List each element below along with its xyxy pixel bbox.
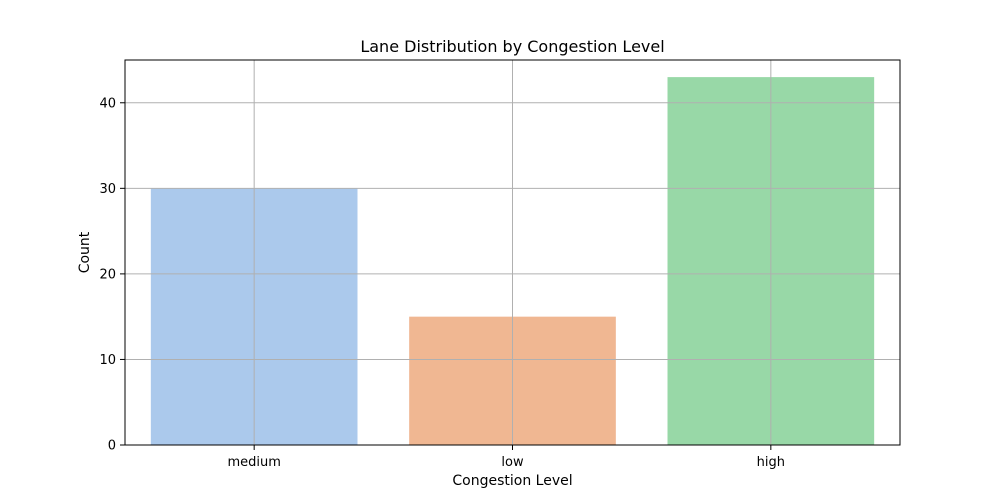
x-axis-label: Congestion Level — [452, 473, 572, 489]
chart-title: Lane Distribution by Congestion Level — [360, 37, 664, 56]
x-tick-label: high — [757, 455, 785, 470]
x-tick-label: low — [501, 455, 524, 470]
y-tick-label: 0 — [108, 439, 116, 454]
tick-layer: 0 10 20 30 40 medium low high — [99, 96, 785, 470]
y-tick-label: 30 — [99, 182, 116, 197]
y-tick-label: 10 — [99, 353, 116, 368]
x-tick-label: medium — [227, 455, 280, 470]
y-tick-label: 40 — [99, 96, 116, 111]
y-tick-label: 20 — [99, 267, 116, 282]
y-axis-label: Count — [77, 231, 93, 273]
